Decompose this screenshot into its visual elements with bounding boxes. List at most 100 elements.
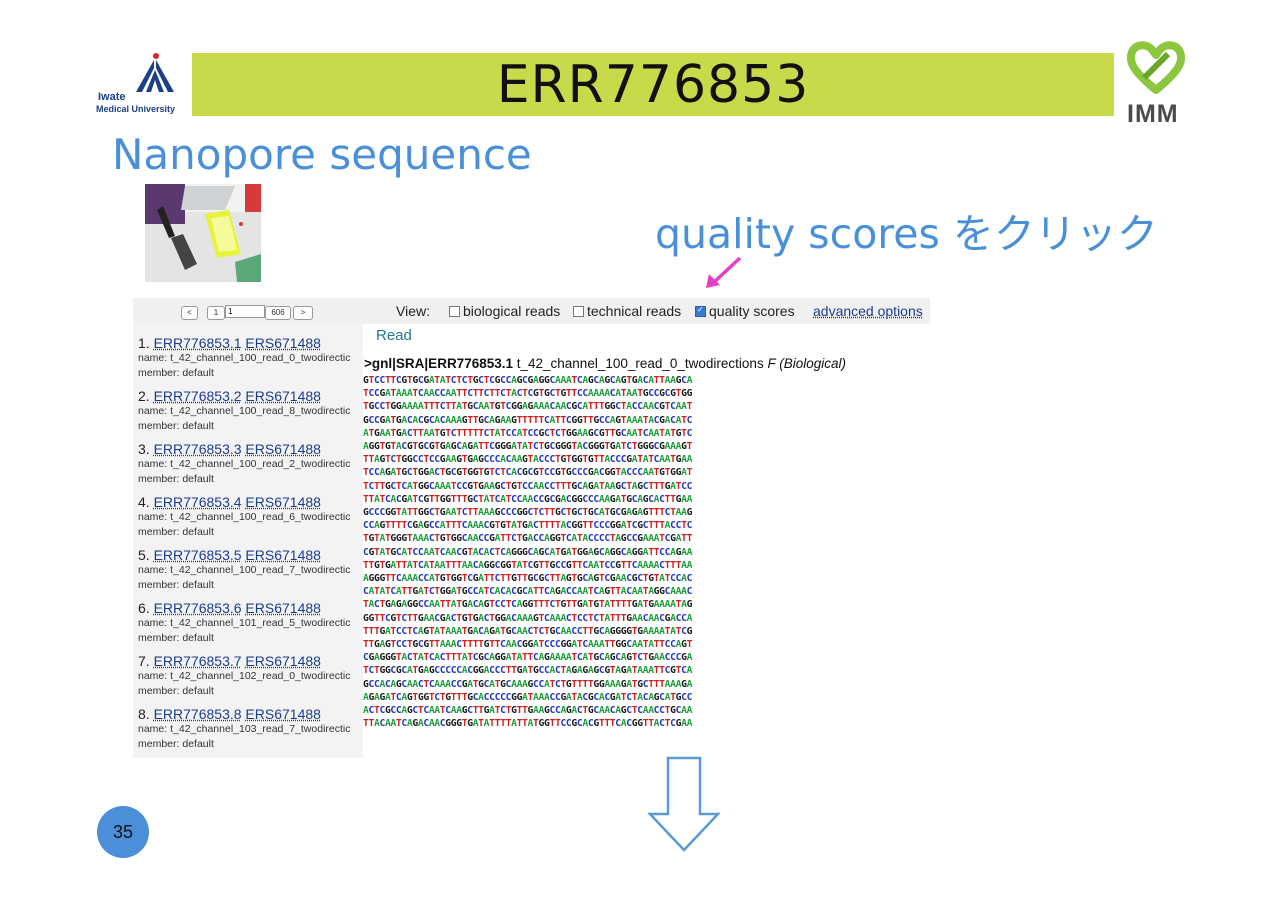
read-item-header: 3. ERR776853.3 ERS671488 (138, 441, 363, 457)
sequence-line: TTACAATCAGACAACGGGTGATATTTTATTATGGTTCCGC… (363, 718, 693, 730)
advanced-options-link[interactable]: advanced options (813, 303, 923, 319)
read-item-header: 5. ERR776853.5 ERS671488 (138, 547, 363, 563)
quality-scores-option[interactable]: quality scores (695, 303, 795, 319)
sequence-line: ATGAATGACTTAATGTCTTTTTCTATCCATCCGCTCTGGA… (363, 427, 693, 439)
fasta-defline: >gnl|SRA|ERR776853.1 t_42_channel_100_re… (364, 356, 846, 371)
read-item-header: 8. ERR776853.8 ERS671488 (138, 706, 363, 722)
pink-arrow-icon (706, 256, 742, 288)
read-item-member: member: default (138, 738, 214, 750)
read-item-header: 7. ERR776853.7 ERS671488 (138, 653, 363, 669)
sequence-line: CGTATGCATCCAATCAACGTACACTCAGGGCAGCATGATG… (363, 546, 693, 558)
logo-line1: Iwate (98, 91, 126, 103)
sequence-line: TGCCTGGAAAATTTCTTATGCAATGTCGGAGAAACAACGC… (363, 401, 693, 413)
page-number-input[interactable] (225, 305, 265, 318)
title-bar (192, 53, 1114, 116)
page-prev-button[interactable]: < (181, 306, 198, 320)
read-sample-link[interactable]: ERS671488 (245, 335, 321, 351)
defline-id: >gnl|SRA|ERR776853.1 (364, 356, 513, 371)
biological-reads-checkbox[interactable] (449, 305, 460, 317)
sequence-line: TCTGGCGCATGAGCCCCCACGGACCCTTGATGCCACTAGA… (363, 665, 693, 677)
sequence-line: TCCAGATGCTGGACTGCGTGGTGTCTCACGCGTCCGTGCC… (363, 467, 693, 479)
read-section-label: Read (376, 327, 412, 344)
read-item-name: name: t_42_channel_100_read_0_twodirecti… (138, 352, 351, 364)
read-sample-link[interactable]: ERS671488 (245, 653, 321, 669)
read-item-member: member: default (138, 579, 214, 591)
sequence-line: CGAGGGTACTATCACTTTATCGCAGGATATTCAGAAAATC… (363, 652, 693, 664)
logo-mark-icon (136, 53, 174, 92)
read-item-name: name: t_42_channel_100_read_6_twodirecti… (138, 511, 351, 523)
page-number-badge: 35 (97, 806, 149, 858)
slide-subtitle: Nanopore sequence (112, 130, 532, 179)
read-list-item: 7. ERR776853.7 ERS671488 name: t_42_chann… (138, 653, 363, 699)
defline-name: t_42_channel_100_read_0_twodirections (513, 356, 768, 371)
read-run-link[interactable]: ERR776853.6 (153, 600, 242, 616)
read-sample-link[interactable]: ERS671488 (245, 441, 321, 457)
down-arrow-icon (648, 756, 720, 852)
read-sample-link[interactable]: ERS671488 (245, 547, 321, 563)
read-item-member: member: default (138, 367, 214, 379)
sequence-line: TACTGAGAGGCCAATTATGACAGTCCTCAGGTTTCTGTTG… (363, 599, 693, 611)
read-item-number: 3. (138, 441, 150, 457)
read-item-member: member: default (138, 685, 214, 697)
technical-reads-checkbox[interactable] (573, 305, 584, 317)
read-item-header: 4. ERR776853.4 ERS671488 (138, 494, 363, 510)
sequence-line: TTGAGTCCTGCGTTAAACTTTTGTTCAACGGATCCCGGAT… (363, 639, 693, 651)
quality-scores-label: quality scores (709, 303, 795, 319)
read-run-link[interactable]: ERR776853.1 (153, 335, 242, 351)
read-sample-link[interactable]: ERS671488 (245, 706, 321, 722)
read-item-member: member: default (138, 632, 214, 644)
heart-ribbon-icon (1126, 41, 1186, 94)
read-item-header: 6. ERR776853.6 ERS671488 (138, 600, 363, 616)
read-list-item: 1. ERR776853.1 ERS671488 name: t_42_chann… (138, 335, 363, 381)
page-next-button[interactable]: > (293, 306, 313, 320)
read-run-link[interactable]: ERR776853.5 (153, 547, 242, 563)
read-list-item: 2. ERR776853.2 ERS671488 name: t_42_chann… (138, 388, 363, 434)
sequence-line: AGAGATCAGTGGTCTGTTTGCACCCCCGGATAAACCGATA… (363, 691, 693, 703)
read-item-number: 6. (138, 600, 150, 616)
technical-reads-option[interactable]: technical reads (573, 303, 681, 319)
logo-line2: Medical University (96, 104, 176, 114)
read-run-link[interactable]: ERR776853.8 (153, 706, 242, 722)
sequence-line: GTCCTTCGTGCGATATCTCTGCTCGCCAGCGAGGCAAATC… (363, 375, 693, 386)
read-run-link[interactable]: ERR776853.2 (153, 388, 242, 404)
biological-reads-option[interactable]: biological reads (449, 303, 560, 319)
sequence-line: TGTATGGGTAAACTGTGGCAACCGATTCTGACCAGGTCAT… (363, 533, 693, 545)
imm-logo-text: IMM (1127, 100, 1179, 128)
read-sample-link[interactable]: ERS671488 (245, 388, 321, 404)
read-item-name: name: t_42_channel_102_read_0_twodirecti… (138, 670, 351, 682)
read-list-item: 6. ERR776853.6 ERS671488 name: t_42_chann… (138, 600, 363, 646)
read-run-link[interactable]: ERR776853.3 (153, 441, 242, 457)
sequence-line: TTATCACGATCGTTGGTTTGCTATCATCCAACCGCGACGG… (363, 493, 693, 505)
sequence-line: CCAGTTTTCGAGCCATTTCAAACGTGTATGACTTTTACGG… (363, 520, 693, 532)
read-list-item: 5. ERR776853.5 ERS671488 name: t_42_chann… (138, 547, 363, 593)
sequence-line: TCTTGCTCATGGCAAATCCGTGAAGCTGTCCAACCTTTGC… (363, 480, 693, 492)
sequence-line: AGGGTTCAAACCATGTGGTCGATTCTTGTTGCGCTTAGTG… (363, 573, 693, 585)
read-run-link[interactable]: ERR776853.7 (153, 653, 242, 669)
page-total-label: 606 (265, 306, 291, 320)
sequence-line: TTAGTCTGGCCTCCGAAGTGAGCCCACAAGTACCCTGTGG… (363, 454, 693, 466)
read-run-link[interactable]: ERR776853.4 (153, 494, 242, 510)
page-first-button[interactable]: 1 (207, 306, 225, 320)
read-list-item: 4. ERR776853.4 ERS671488 name: t_42_chann… (138, 494, 363, 540)
read-sample-link[interactable]: ERS671488 (245, 600, 321, 616)
sequence-line: GCCGATGACACGCACAAAGTTGCAGAAGTTTTTCATTCGG… (363, 414, 693, 426)
defline-type: F (Biological) (767, 356, 846, 371)
read-item-name: name: t_42_channel_100_read_7_twodirecti… (138, 564, 351, 576)
quality-scores-checkbox[interactable] (695, 305, 706, 317)
read-item-member: member: default (138, 420, 214, 432)
read-detail-pane (363, 324, 930, 758)
sequence-line: GCCACAGCAACTCAAACCGATGCATGCAAAGCCATCTGTT… (363, 678, 693, 690)
read-item-member: member: default (138, 473, 214, 485)
sequence-line: AGGTGTACGTGCGTGAGCAGATTCGGGATATCTGCGGGTA… (363, 441, 693, 453)
view-label: View: (396, 303, 430, 319)
sequence-line: ACTCGCCAGCTCAATCAAGCTTGATCTGTTGAAGCCAGAC… (363, 705, 693, 717)
read-sample-link[interactable]: ERS671488 (245, 494, 321, 510)
sequence-line: TTTGATCCTCAGTATAAATGACAGATGCAACTCTGCAACC… (363, 625, 693, 637)
slide-title: ERR776853 (496, 55, 810, 115)
read-item-number: 5. (138, 547, 150, 563)
read-item-member: member: default (138, 526, 214, 538)
read-item-name: name: t_42_channel_100_read_8_twodirecti… (138, 405, 351, 417)
technical-reads-label: technical reads (587, 303, 682, 319)
read-item-number: 8. (138, 706, 150, 722)
sequence-line: TCCGATAAATCAACCAATTCTTCTTCTACTCGTGCTGTTC… (363, 388, 693, 400)
